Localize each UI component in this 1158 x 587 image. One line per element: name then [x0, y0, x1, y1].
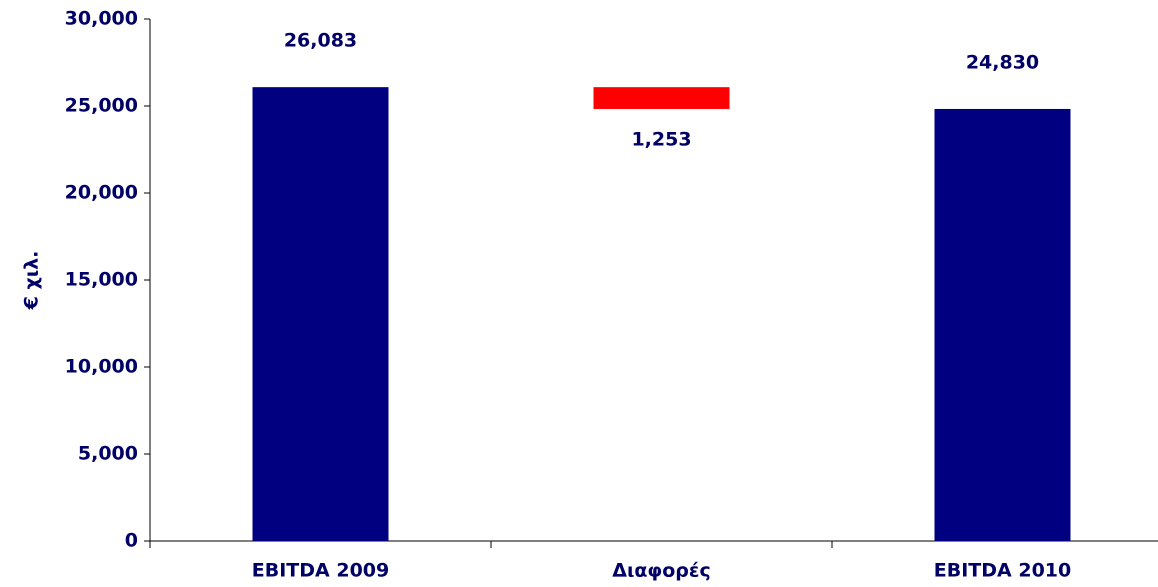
- x-tick-label: EBITDA 2010: [934, 560, 1071, 582]
- y-tick-label: 0: [125, 530, 138, 552]
- data-label: 24,830: [966, 51, 1039, 73]
- y-tick-label: 25,000: [65, 95, 138, 117]
- y-tick-label: 20,000: [65, 182, 138, 204]
- y-tick-label: 5,000: [78, 443, 138, 465]
- bar: [252, 87, 389, 542]
- data-label: 26,083: [284, 30, 357, 52]
- bar: [593, 87, 730, 109]
- y-tick-label: 30,000: [65, 8, 138, 30]
- bar: [934, 108, 1071, 541]
- x-tick-label: EBITDA 2009: [252, 560, 389, 582]
- y-tick-label: 15,000: [65, 269, 138, 291]
- x-tick-label: Διαφορές: [612, 560, 711, 582]
- y-axis-label: € χιλ.: [21, 251, 43, 311]
- data-label: 1,253: [631, 128, 691, 150]
- y-tick-label: 10,000: [65, 356, 138, 378]
